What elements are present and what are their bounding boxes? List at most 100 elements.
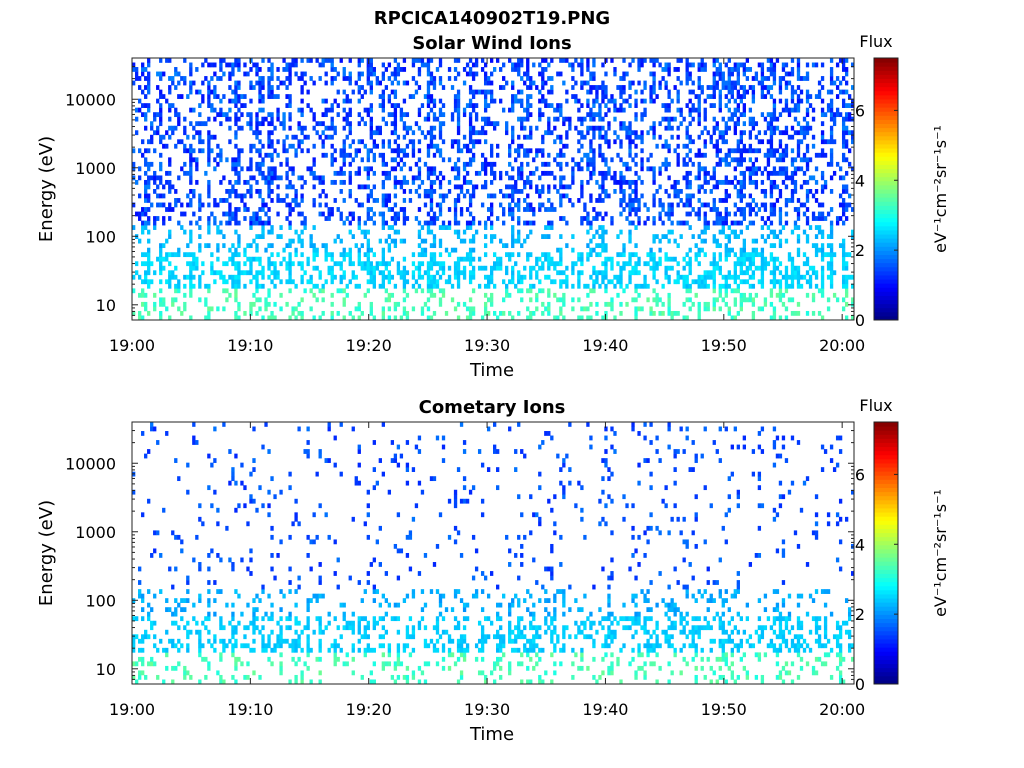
heatmap-cell <box>234 211 238 217</box>
heatmap-cell <box>180 643 184 649</box>
heatmap-cell <box>790 148 795 154</box>
heatmap-cell <box>529 130 533 136</box>
heatmap-cell <box>297 301 301 307</box>
heatmap-cell <box>237 107 241 113</box>
heatmap-cell <box>694 252 698 258</box>
heatmap-cell <box>249 306 253 312</box>
heatmap-cell <box>679 107 683 113</box>
heatmap-cell <box>276 193 280 199</box>
heatmap-cell <box>754 265 759 271</box>
heatmap-cell <box>550 225 554 230</box>
heatmap-cell <box>685 193 689 199</box>
heatmap-cell <box>249 157 253 163</box>
heatmap-cell <box>505 265 509 271</box>
heatmap-cell <box>712 143 716 149</box>
heatmap-cell <box>390 157 395 163</box>
heatmap-cell <box>844 103 849 108</box>
heatmap-cell <box>493 310 497 316</box>
heatmap-cell <box>814 62 819 68</box>
heatmap-cell <box>676 134 680 140</box>
heatmap-cell <box>285 216 289 221</box>
heatmap-cell <box>685 62 689 68</box>
heatmap-cell <box>204 625 208 631</box>
heatmap-cell <box>159 121 163 127</box>
heatmap-cell <box>703 216 707 221</box>
heatmap-cell <box>471 270 476 276</box>
heatmap-cell <box>156 440 160 445</box>
heatmap-cell <box>258 166 262 172</box>
heatmap-cell <box>468 310 473 316</box>
heatmap-cell <box>144 189 148 194</box>
heatmap-cell <box>453 261 458 267</box>
heatmap-cell <box>541 310 545 316</box>
heatmap-cell <box>165 252 169 258</box>
heatmap-cell <box>186 643 190 649</box>
heatmap-cell <box>664 80 668 86</box>
heatmap-cell <box>153 175 157 181</box>
heatmap-cell <box>697 279 701 285</box>
heatmap-cell <box>189 161 193 167</box>
heatmap-cell <box>231 243 235 249</box>
heatmap-cell <box>381 315 385 321</box>
heatmap-cell <box>231 62 235 68</box>
heatmap-cell <box>186 634 190 640</box>
heatmap-cell <box>330 121 334 127</box>
heatmap-cell <box>429 76 434 81</box>
heatmap-cell <box>141 211 145 217</box>
heatmap-cell <box>688 170 692 176</box>
heatmap-cell <box>652 121 656 127</box>
heatmap-cell <box>357 261 361 267</box>
heatmap-cell <box>462 143 467 149</box>
heatmap-cell <box>234 247 238 253</box>
heatmap-cell <box>417 252 422 258</box>
heatmap-cell <box>697 121 701 127</box>
heatmap-cell <box>598 85 602 90</box>
heatmap-cell <box>517 116 521 122</box>
heatmap-cell <box>610 58 614 63</box>
heatmap-cell <box>781 152 786 158</box>
heatmap-cell <box>571 270 575 276</box>
heatmap-cell <box>393 112 398 118</box>
heatmap-cell <box>237 238 241 244</box>
heatmap-cell <box>553 157 557 163</box>
heatmap-cell <box>517 134 521 140</box>
heatmap-cell <box>739 161 743 167</box>
heatmap-cell <box>778 288 783 294</box>
heatmap-cell <box>156 85 160 90</box>
heatmap-cell <box>799 274 804 280</box>
heatmap-cell <box>565 279 569 285</box>
heatmap-cell <box>480 89 485 95</box>
heatmap-cell <box>535 292 539 298</box>
heatmap-cell <box>727 125 731 131</box>
heatmap-cell <box>739 265 743 271</box>
heatmap-cell <box>348 71 352 77</box>
heatmap-cell <box>763 152 768 158</box>
heatmap-cell <box>784 306 789 312</box>
heatmap-cell <box>841 243 846 249</box>
heatmap-cell <box>369 148 373 154</box>
heatmap-cell <box>300 243 304 249</box>
heatmap-cell <box>625 130 629 136</box>
heatmap-cell <box>808 274 813 280</box>
heatmap-cell <box>339 148 343 154</box>
heatmap-cell <box>685 252 689 258</box>
heatmap-cell <box>420 274 425 280</box>
heatmap-cell <box>643 202 647 208</box>
heatmap-cell <box>348 247 352 253</box>
heatmap-cell <box>240 148 244 154</box>
heatmap-cell <box>664 252 668 258</box>
heatmap-cell <box>168 189 172 194</box>
heatmap-cell <box>553 207 557 212</box>
heatmap-cell <box>357 148 361 154</box>
heatmap-cell <box>420 130 425 136</box>
heatmap-cell <box>781 170 786 176</box>
heatmap-cell <box>676 270 680 276</box>
heatmap-cell <box>489 148 494 154</box>
heatmap-cell <box>796 216 801 221</box>
heatmap-cell <box>336 310 340 316</box>
heatmap-cell <box>841 247 846 253</box>
heatmap-cell <box>285 85 289 90</box>
heatmap-cell <box>345 112 349 118</box>
heatmap-cell <box>760 170 765 176</box>
heatmap-cell <box>300 58 304 63</box>
